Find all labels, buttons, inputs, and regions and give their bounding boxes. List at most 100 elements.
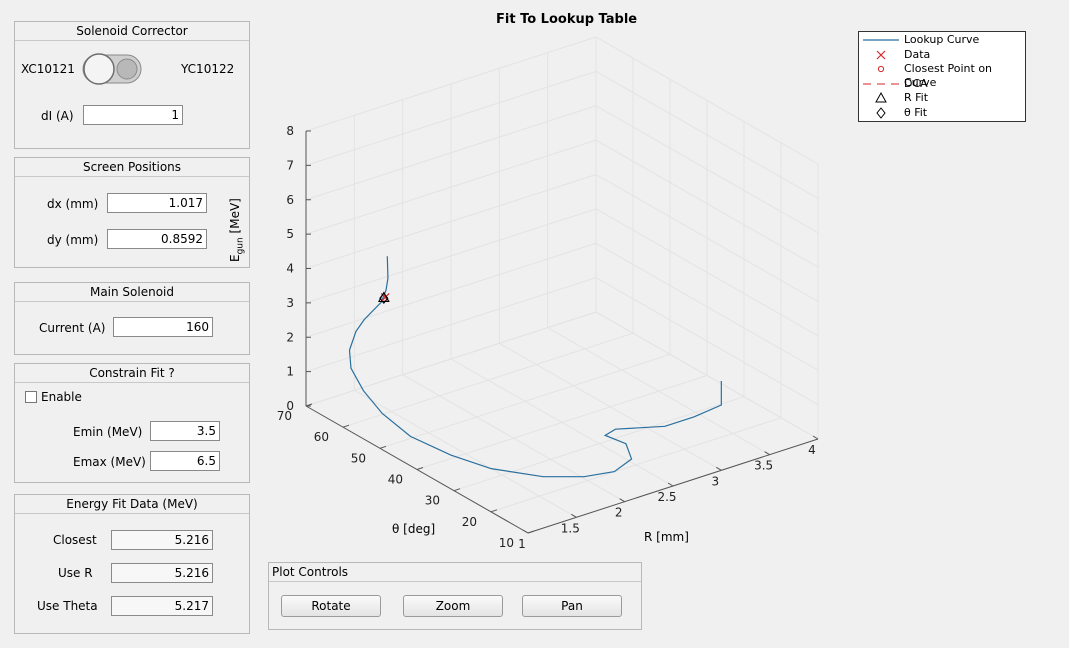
emax-label: Emax (MeV) (73, 455, 146, 469)
side-wall-grid-line (595, 311, 819, 440)
main-solenoid-panel: Main Solenoid Current (A) 160 (14, 282, 250, 355)
legend-item-r-fit: R Fit (859, 91, 1025, 105)
x-tick-label: 4 (808, 443, 816, 457)
diamond-marker-icon (876, 107, 886, 119)
z-axis-label: Egun [MeV] (228, 198, 245, 262)
x-tick-mark (812, 435, 819, 440)
back-wall-grid-line (305, 174, 597, 269)
plot-title: Fit To Lookup Table (496, 12, 638, 27)
enable-checkbox[interactable] (25, 391, 37, 403)
current-input[interactable]: 160 (113, 317, 213, 337)
z-axis-label-main: E (228, 254, 242, 262)
back-wall-grid-line (305, 311, 597, 407)
x-tick-label: 3.5 (754, 459, 773, 473)
legend-item-theta-fit: θ Fit (859, 106, 1025, 120)
legend-label: DCA (904, 77, 928, 90)
floor-grid-line (499, 342, 722, 471)
floor-grid-line (342, 332, 634, 428)
solenoid-corrector-title: Solenoid Corrector (15, 22, 249, 41)
x-tick-label: 1.5 (561, 521, 580, 535)
use-r-value: 5.216 (111, 563, 213, 583)
y-axis-line (305, 405, 529, 534)
dx-input[interactable]: 1.017 (107, 193, 207, 213)
constrain-fit-title: Constrain Fit ? (15, 364, 249, 383)
legend-label: Lookup Curve (904, 33, 980, 46)
z-axis-label-subscript: gun (235, 237, 246, 255)
screen-positions-title: Screen Positions (15, 158, 249, 177)
x-tick-mark (571, 513, 577, 518)
y-tick-mark (453, 488, 461, 492)
x-tick-mark (522, 529, 529, 534)
side-wall-grid-line (595, 70, 819, 199)
zoom-button[interactable]: Zoom (403, 595, 503, 617)
dy-input[interactable]: 0.8592 (107, 229, 207, 249)
use-r-label: Use R (58, 566, 93, 580)
x-tick-mark (619, 498, 625, 503)
emin-input[interactable]: 3.5 (150, 421, 220, 441)
x-tick-mark (764, 451, 770, 456)
corrector-toggle-switch[interactable] (79, 51, 143, 87)
r-fit-marker (377, 291, 390, 303)
back-wall-grid-line (305, 208, 597, 304)
floor-grid-line (402, 374, 625, 503)
z-tick-label: 1 (286, 365, 294, 379)
floor-grid-line (416, 375, 708, 470)
closest-label: Closest (53, 533, 97, 547)
x-tick-label: 2.5 (657, 490, 676, 504)
y-tick-mark (342, 424, 350, 428)
rotate-button[interactable]: Rotate (281, 595, 381, 617)
side-wall-grid-line (595, 277, 819, 406)
back-wall-grid-line (305, 277, 597, 373)
x-tick-label: 2 (615, 506, 623, 520)
x-tick-mark (716, 466, 722, 471)
theta-fit-marker (379, 292, 389, 305)
legend-label: θ Fit (904, 106, 928, 119)
plot-controls-panel: Plot Controls Rotate Zoom Pan (268, 562, 642, 630)
z-tick-label: 2 (286, 330, 294, 344)
closest-point-marker (380, 294, 388, 302)
y-tick-mark (527, 530, 535, 534)
di-input[interactable]: 1 (83, 105, 183, 125)
toggle-switch-icon (82, 53, 142, 85)
x-axis-label: R [mm] (644, 530, 689, 544)
yc-label: YC10122 (181, 62, 235, 76)
side-wall-grid-line (595, 36, 819, 165)
z-tick-label: 0 (286, 399, 294, 413)
z-axis-label-unit: [MeV] (228, 198, 242, 238)
side-wall-grid-line (595, 105, 819, 234)
y-tick-mark (490, 509, 498, 513)
pan-button[interactable]: Pan (522, 595, 622, 617)
back-wall-grid-line (305, 105, 597, 201)
plot-controls-title: Plot Controls (269, 563, 641, 582)
plot-legend: Lookup Curve Data Closest Point on Curve… (858, 31, 1026, 122)
legend-item-data: Data (859, 48, 1025, 62)
z-tick-label: 3 (286, 296, 294, 310)
back-wall-grid-line (305, 36, 597, 132)
floor-grid-line (354, 389, 577, 518)
current-label: Current (A) (39, 321, 106, 335)
back-wall-grid-line (305, 242, 597, 338)
z-tick-label: 6 (286, 193, 294, 207)
line-icon (863, 39, 899, 41)
floor-grid-line (379, 353, 671, 449)
floor-grid-line (527, 438, 819, 534)
y-tick-label: 20 (462, 515, 477, 529)
back-wall-grid-line (305, 70, 597, 166)
floor-grid-line (490, 417, 782, 513)
closest-value: 5.216 (111, 530, 213, 550)
enable-label: Enable (41, 390, 82, 404)
y-tick-mark (379, 445, 387, 449)
xc-label: XC10121 (21, 62, 75, 76)
floor-grid-line (305, 405, 529, 534)
x-marker-icon (876, 50, 886, 60)
side-wall-grid-line (595, 174, 819, 302)
side-wall-grid-line (595, 242, 819, 371)
emax-input[interactable]: 6.5 (150, 451, 220, 471)
main-solenoid-title: Main Solenoid (15, 283, 249, 302)
legend-label: Closest Point on Curve (904, 62, 993, 89)
y-tick-label: 10 (499, 536, 514, 550)
side-wall-grid-line (595, 139, 819, 268)
data-marker (380, 293, 390, 302)
legend-item-dca: DCA (859, 77, 1025, 91)
legend-label: R Fit (904, 91, 929, 104)
